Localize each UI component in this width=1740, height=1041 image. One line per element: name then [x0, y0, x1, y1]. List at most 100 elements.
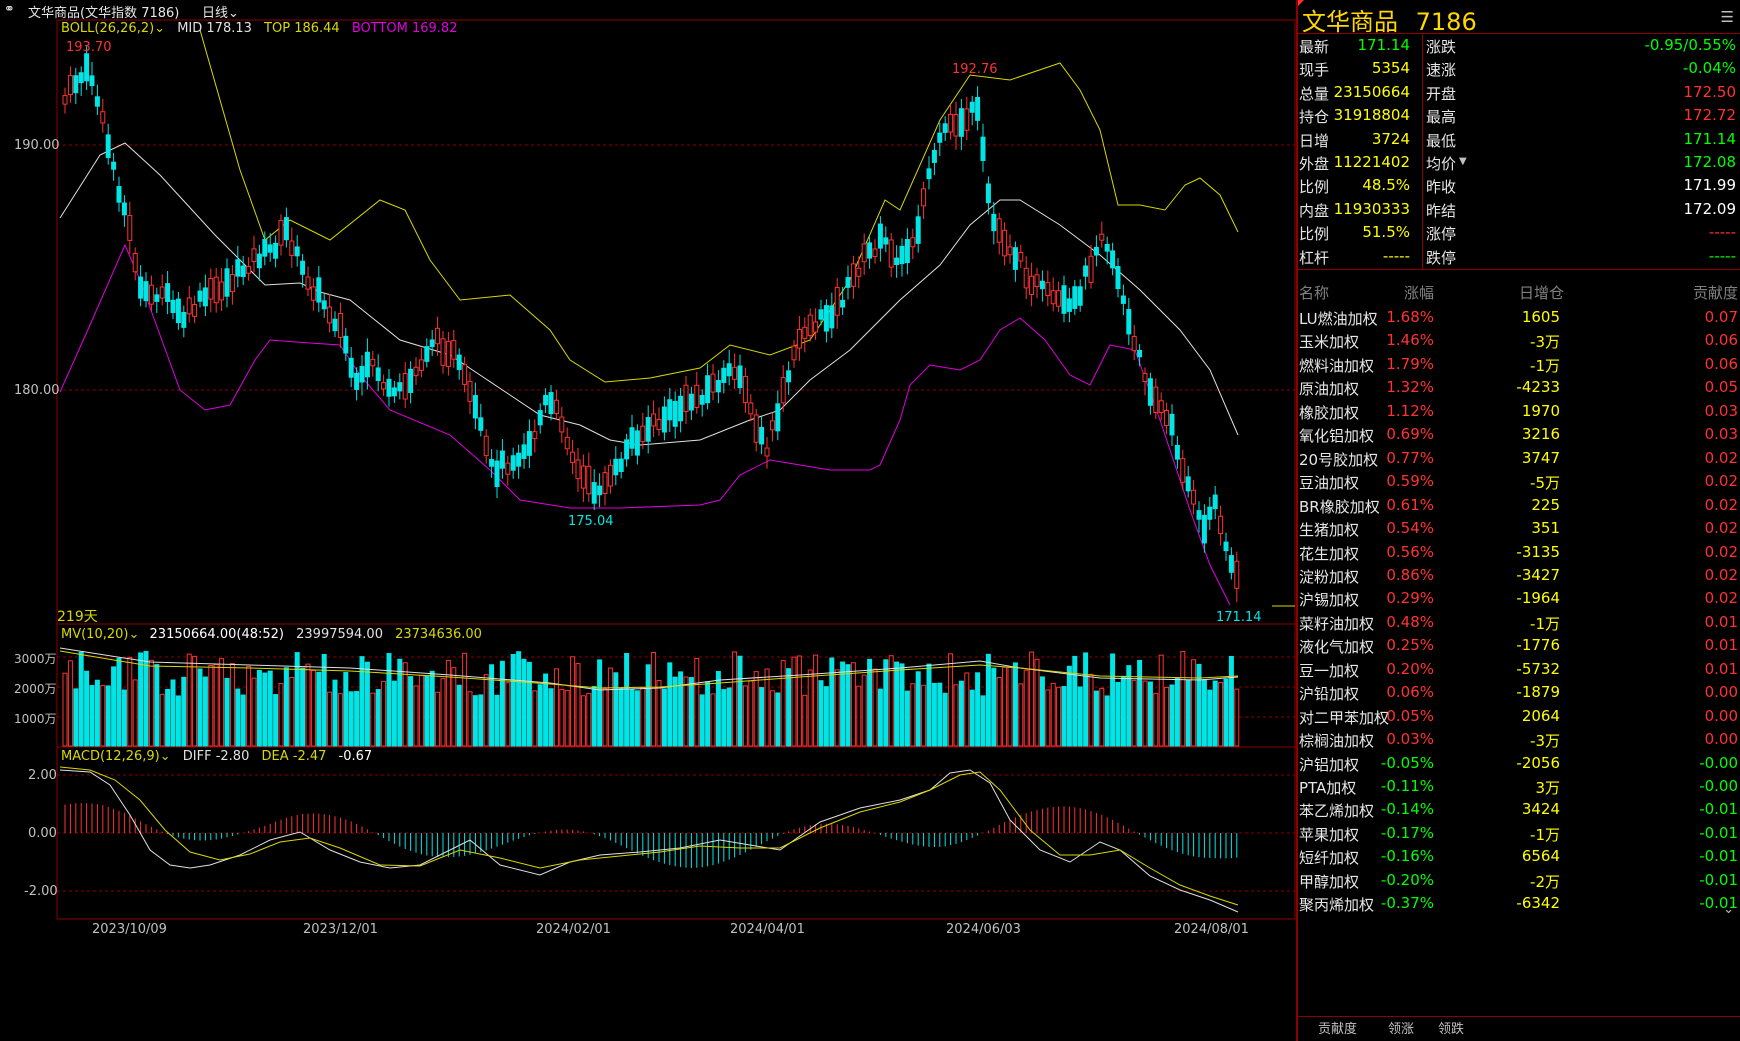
quote-value: 172.72	[1683, 106, 1737, 125]
candle-body	[267, 244, 273, 253]
table-row[interactable]: 燃料油加权 1.79% -1万 0.06	[1298, 352, 1740, 378]
table-row[interactable]: PTA加权 -0.11% 3万 -0.00	[1298, 774, 1740, 800]
column-header[interactable]: 贡献度	[1692, 284, 1738, 302]
days-count: 219天	[57, 609, 98, 625]
candle-body	[1050, 290, 1056, 305]
candle-body	[958, 108, 964, 137]
candle-body	[462, 364, 468, 385]
table-row[interactable]: 橡胶加权 1.12% 1970 0.03	[1298, 399, 1740, 425]
volume-bar	[580, 695, 586, 747]
volume-bar	[937, 682, 943, 747]
column-header[interactable]: 日增仓	[1518, 284, 1564, 302]
candle-body	[1077, 286, 1083, 306]
table-row[interactable]: 苯乙烯加权 -0.14% 3424 -0.01	[1298, 797, 1740, 823]
table-row[interactable]: 沪锡加权 0.29% -1964 0.02	[1298, 586, 1740, 612]
table-row[interactable]: 短纤加权 -0.16% 6564 -0.01	[1298, 844, 1740, 870]
menu-icon[interactable]: ☰	[1720, 8, 1734, 26]
volume-bar	[629, 688, 635, 747]
candle-body	[1083, 265, 1089, 277]
candle-body	[143, 281, 149, 302]
table-row[interactable]: 液化气加权 0.25% -1776 0.01	[1298, 633, 1740, 659]
chevron-down-icon[interactable]: ⌄	[1723, 902, 1734, 917]
table-row[interactable]: 玉米加权 1.46% -3万 0.06	[1298, 328, 1740, 354]
candle-body	[861, 243, 867, 263]
volume-bar	[337, 693, 343, 747]
candle-body	[1142, 373, 1148, 383]
column-header[interactable]: 涨幅	[1403, 284, 1434, 302]
volume-bar	[116, 657, 122, 747]
volume-bar	[1104, 695, 1110, 747]
candle-body	[402, 372, 408, 400]
table-row[interactable]: LU燃油加权 1.68% 1605 0.07	[1298, 305, 1740, 331]
table-row[interactable]: 沪铅加权 0.06% -1879 0.00	[1298, 680, 1740, 706]
volume-bar	[877, 688, 883, 747]
table-row[interactable]: 生猪加权 0.54% 351 0.02	[1298, 516, 1740, 542]
volume-bar	[435, 691, 441, 747]
mv-header[interactable]: MV(10,20)⌄ 23150664.00(48:52) 23997594.0…	[61, 627, 482, 642]
column-header[interactable]: 名称	[1299, 284, 1330, 302]
tab-leading-gainers[interactable]: 领涨	[1388, 1022, 1415, 1037]
candle-body	[1131, 335, 1137, 352]
volume-ma10-line	[59, 647, 1239, 691]
panel-divider	[1296, 0, 1298, 1041]
cell-oi: -3万	[1530, 333, 1560, 352]
volume-bar	[861, 674, 867, 747]
candle-body	[624, 439, 630, 460]
table-row[interactable]: 聚丙烯加权 -0.37% -6342 -0.01	[1298, 891, 1740, 917]
candle-body	[915, 216, 921, 244]
link-icon[interactable]: ⚭	[4, 2, 15, 17]
caret-down-icon[interactable]: ▼	[1459, 156, 1467, 167]
table-row[interactable]: 菜籽油加权 0.48% -1万 0.01	[1298, 610, 1740, 636]
table-row[interactable]: 豆一加权 0.20% -5732 0.01	[1298, 657, 1740, 683]
tab-leading-losers[interactable]: 领跌	[1438, 1022, 1465, 1037]
cell-oi: 2064	[1521, 706, 1560, 725]
candle-body	[1029, 275, 1035, 295]
volume-bar	[67, 660, 73, 747]
candle-body	[1223, 541, 1229, 552]
table-row[interactable]: 豆油加权 0.59% -5万 0.02	[1298, 469, 1740, 495]
cell-name: 甲醇加权	[1299, 872, 1360, 891]
candle-body	[197, 290, 203, 302]
kline-chart[interactable]	[0, 0, 1296, 1041]
cell-con: 0.03	[1704, 425, 1738, 444]
last-price-annotation: 171.14	[1216, 610, 1262, 625]
volume-bar	[499, 660, 505, 747]
volume-bar	[980, 695, 986, 747]
cell-oi: -3427	[1516, 565, 1560, 584]
table-row[interactable]: BR橡胶加权 0.61% 225 0.02	[1298, 493, 1740, 519]
candle-body	[1039, 280, 1045, 290]
table-row[interactable]: 淀粉加权 0.86% -3427 0.02	[1298, 563, 1740, 589]
table-row[interactable]: 20号胶加权 0.77% 3747 0.02	[1298, 446, 1740, 472]
table-row[interactable]: 沪铝加权 -0.05% -2056 -0.00	[1298, 751, 1740, 777]
volume-bar	[127, 656, 133, 747]
volume-bar	[391, 680, 397, 747]
candle-body	[170, 299, 176, 313]
volume-bar	[472, 695, 478, 747]
table-row[interactable]: 原油加权 1.32% -4233 0.05	[1298, 375, 1740, 401]
period-selector[interactable]: 日线⌄	[202, 2, 239, 21]
volume-bar	[537, 684, 543, 747]
cell-con: 0.02	[1704, 448, 1738, 467]
table-row[interactable]: 花生加权 0.56% -3135 0.02	[1298, 540, 1740, 566]
quote-label: 开盘	[1426, 84, 1457, 103]
cell-name: 豆油加权	[1299, 474, 1360, 493]
volume-bar	[224, 677, 230, 747]
boll-header[interactable]: BOLL(26,26,2)⌄ MID 178.13 TOP 186.44 BOT…	[61, 21, 457, 36]
cell-name: 对二甲苯加权	[1299, 708, 1390, 727]
table-row[interactable]: 甲醇加权 -0.20% -2万 -0.01	[1298, 868, 1740, 894]
table-row[interactable]: 棕榈油加权 0.03% -3万 0.00	[1298, 727, 1740, 753]
candle-body	[877, 223, 883, 249]
volume-bar	[699, 694, 705, 747]
macd-header[interactable]: MACD(12,26,9)⌄ DIFF -2.80 DEA -2.47 -0.6…	[61, 749, 372, 764]
candle-body	[1147, 378, 1153, 406]
candle-body	[748, 402, 754, 415]
tab-contribution[interactable]: 贡献度	[1318, 1022, 1358, 1037]
volume-bar	[354, 691, 360, 747]
volume-bar	[532, 690, 538, 747]
volume-bar	[894, 661, 900, 747]
volume-bar	[521, 658, 527, 747]
table-row[interactable]: 对二甲苯加权 0.05% 2064 0.00	[1298, 704, 1740, 730]
table-row[interactable]: 苹果加权 -0.17% -1万 -0.01	[1298, 821, 1740, 847]
volume-bar	[613, 672, 619, 747]
table-row[interactable]: 氧化铝加权 0.69% 3216 0.03	[1298, 422, 1740, 448]
